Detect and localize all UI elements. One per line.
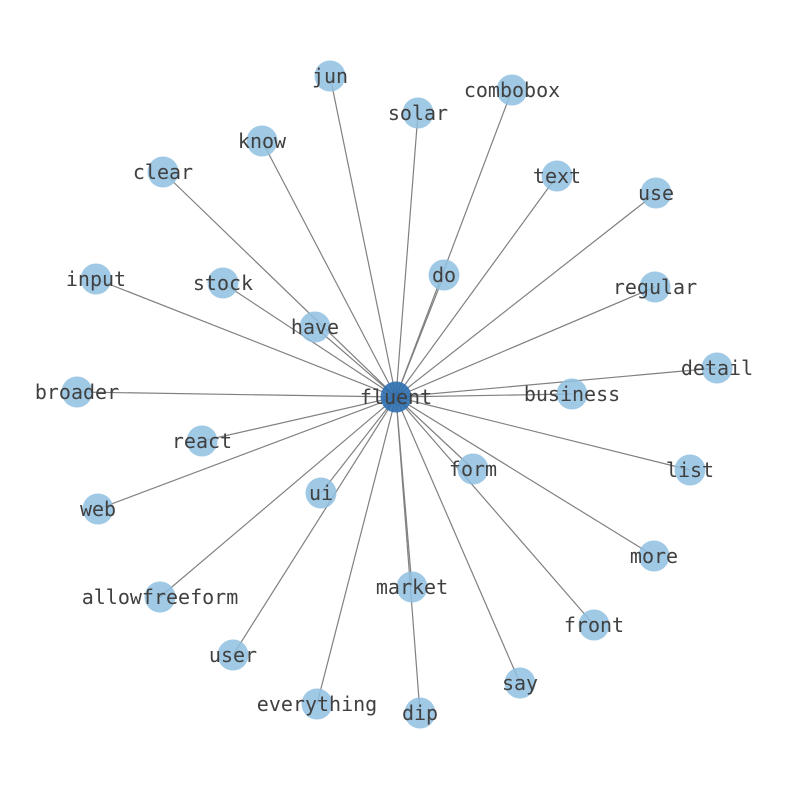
- edge-user: [232, 396, 397, 656]
- edge-do: [395, 274, 445, 398]
- edge-more: [395, 396, 655, 557]
- node-label-combobox: combobox: [464, 78, 560, 102]
- node-label-dip: dip: [402, 701, 438, 725]
- center-node-fluent[interactable]: [380, 381, 412, 413]
- node-allowfreeform[interactable]: [144, 581, 176, 613]
- node-label-text: text: [533, 164, 581, 188]
- edge-use: [395, 192, 657, 398]
- node-text[interactable]: [541, 160, 573, 192]
- node-do[interactable]: [428, 259, 460, 291]
- edge-front: [395, 396, 595, 626]
- edge-combobox: [395, 89, 513, 398]
- node-label-market: market: [376, 575, 448, 599]
- node-label-business: business: [524, 382, 620, 406]
- node-market[interactable]: [396, 571, 428, 603]
- node-label-do: do: [432, 263, 456, 287]
- node-user[interactable]: [217, 639, 249, 671]
- node-dip[interactable]: [404, 697, 436, 729]
- node-label-broader: broader: [35, 380, 119, 404]
- edge-react: [201, 396, 397, 442]
- nodes: [61, 60, 733, 729]
- node-front[interactable]: [578, 609, 610, 641]
- edge-dip: [395, 396, 421, 714]
- edge-broader: [76, 391, 397, 398]
- node-label-solar: solar: [388, 101, 448, 125]
- edges: [76, 75, 718, 714]
- edge-everything: [316, 396, 397, 705]
- node-label-web: web: [80, 497, 116, 521]
- node-label-everything: everything: [257, 692, 377, 716]
- edge-business: [395, 393, 573, 398]
- node-label-clear: clear: [133, 160, 193, 184]
- edge-allowfreeform: [159, 396, 397, 598]
- node-jun[interactable]: [314, 60, 346, 92]
- labels: fluent jun solar combobox know clear text use do…: [35, 64, 753, 725]
- node-input[interactable]: [80, 263, 112, 295]
- node-clear[interactable]: [147, 156, 179, 188]
- node-label-more: more: [630, 544, 678, 568]
- node-combobox[interactable]: [496, 74, 528, 106]
- node-label-use: use: [638, 181, 674, 205]
- node-label-jun: jun: [312, 64, 348, 88]
- node-label-list: list: [666, 458, 714, 482]
- edge-detail: [395, 367, 718, 398]
- node-label-ui: ui: [309, 481, 333, 505]
- edge-clear: [162, 171, 397, 398]
- edge-solar: [395, 112, 419, 398]
- node-label-regular: regular: [613, 275, 697, 299]
- node-form[interactable]: [457, 453, 489, 485]
- node-list[interactable]: [674, 454, 706, 486]
- node-label-form: form: [449, 457, 497, 481]
- node-label-detail: detail: [681, 356, 753, 380]
- edge-text: [395, 175, 558, 398]
- node-label-know: know: [238, 129, 287, 153]
- edge-list: [395, 396, 691, 471]
- node-label-have: have: [291, 315, 339, 339]
- node-label-stock: stock: [193, 271, 253, 295]
- node-label-user: user: [209, 643, 257, 667]
- node-more[interactable]: [638, 540, 670, 572]
- edge-jun: [329, 75, 397, 398]
- node-regular[interactable]: [639, 271, 671, 303]
- node-business[interactable]: [556, 378, 588, 410]
- node-label-say: say: [502, 671, 538, 695]
- node-label-react: react: [172, 429, 232, 453]
- node-label-front: front: [564, 613, 624, 637]
- node-react[interactable]: [186, 425, 218, 457]
- edge-say: [395, 396, 521, 684]
- node-label-allowfreeform: allowfreeform: [82, 585, 239, 609]
- edge-form: [395, 396, 474, 470]
- node-label-input: input: [66, 267, 126, 291]
- edge-regular: [395, 286, 656, 398]
- node-ui[interactable]: [305, 477, 337, 509]
- node-solar[interactable]: [402, 97, 434, 129]
- node-stock[interactable]: [207, 267, 239, 299]
- node-everything[interactable]: [301, 688, 333, 720]
- node-use[interactable]: [640, 177, 672, 209]
- edge-web: [97, 396, 397, 510]
- edge-input: [95, 278, 397, 398]
- node-web[interactable]: [82, 493, 114, 525]
- edge-have: [314, 326, 397, 398]
- node-know[interactable]: [246, 125, 278, 157]
- edge-know: [261, 140, 397, 398]
- node-label-fluent: fluent: [360, 385, 432, 409]
- node-say[interactable]: [504, 667, 536, 699]
- node-have[interactable]: [299, 311, 331, 343]
- edge-ui: [320, 396, 397, 494]
- node-broader[interactable]: [61, 376, 93, 408]
- node-detail[interactable]: [701, 352, 733, 384]
